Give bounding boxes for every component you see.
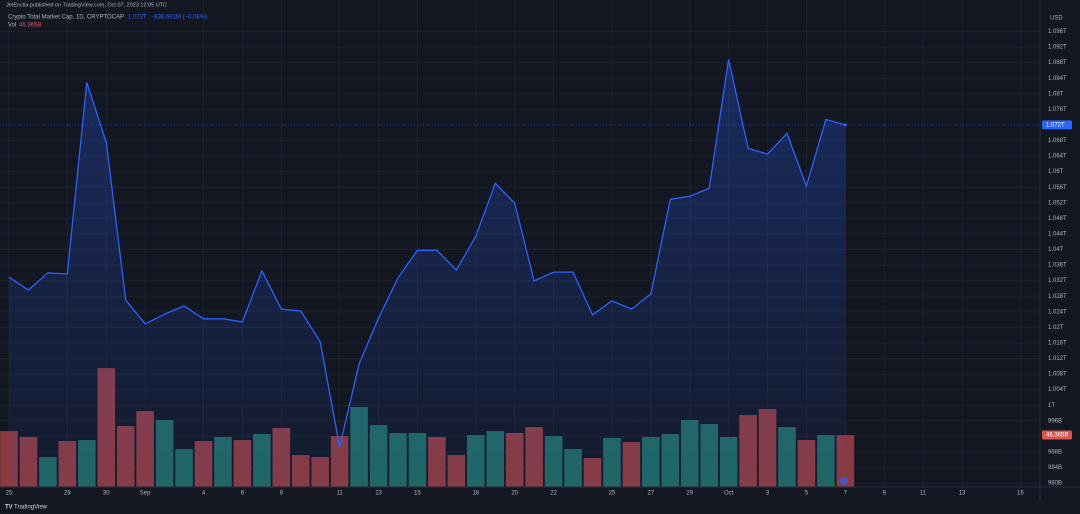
y-tick-label: 1.068T bbox=[1048, 138, 1067, 144]
volume-tag-label: 46.365B bbox=[1046, 433, 1068, 439]
legend-change: −838.681M (−0.08%) bbox=[151, 15, 207, 21]
y-tick-label: 1.032T bbox=[1048, 278, 1067, 284]
x-tick-label: 3 bbox=[766, 491, 770, 497]
price-line bbox=[8, 59, 846, 448]
logo-mark: TV bbox=[5, 505, 13, 511]
axis-layer: 1.096T 1.092T 1.088T 1.084T 1.08T 1.076T 1.068… bbox=[6, 29, 1072, 497]
price-area bbox=[9, 59, 846, 487]
y-tick-label: 984B bbox=[1048, 465, 1062, 471]
last-price-label: 1.072T bbox=[1046, 122, 1065, 128]
y-tick-label: 1.084T bbox=[1048, 76, 1067, 82]
y-tick-label: 1T bbox=[1048, 403, 1055, 409]
y-tick-label: 1.06T bbox=[1048, 169, 1064, 175]
currency: USD bbox=[1050, 16, 1063, 22]
x-tick-label: 7 bbox=[844, 491, 848, 497]
y-tick-label: 1.04T bbox=[1048, 247, 1064, 253]
x-tick-label: 11 bbox=[337, 491, 344, 497]
x-tick-label: 22 bbox=[550, 491, 557, 497]
y-tick-label: 1.012T bbox=[1048, 356, 1067, 362]
x-tick-label: 20 bbox=[511, 491, 518, 497]
y-tick-label: 1.096T bbox=[1048, 29, 1067, 35]
last-price-dot bbox=[843, 123, 847, 127]
x-tick-label: 29 bbox=[686, 491, 693, 497]
y-tick-label: 988B bbox=[1048, 450, 1062, 456]
legend-price: 1.072T bbox=[128, 15, 147, 21]
x-tick-label: 6 bbox=[241, 491, 245, 497]
x-tick-label: Sep bbox=[140, 491, 151, 497]
y-tick-label: 1.028T bbox=[1048, 294, 1067, 300]
last-price-tag bbox=[1042, 120, 1072, 130]
x-tick-label: 11 bbox=[920, 491, 927, 497]
x-tick-label: 30 bbox=[103, 491, 110, 497]
x-tick-label: 4 bbox=[202, 491, 206, 497]
y-tick-label: 1.064T bbox=[1048, 154, 1067, 160]
y-tick-label: 1.092T bbox=[1048, 45, 1067, 51]
y-tick-label: 1.016T bbox=[1048, 341, 1067, 347]
x-tick-label: 13 bbox=[375, 491, 382, 497]
footer-brand: TradingView bbox=[14, 505, 48, 511]
x-tick-label: 15 bbox=[414, 491, 421, 497]
x-tick-label: 25 bbox=[6, 491, 13, 497]
legend-name: Crypto Total Market Cap, 1D, CRYPTOCAP bbox=[8, 15, 124, 21]
x-tick-label: 9 bbox=[883, 491, 887, 497]
x-tick-label: Oct bbox=[724, 491, 734, 497]
y-tick-label: 1.052T bbox=[1048, 200, 1067, 206]
y-tick-label: 1.048T bbox=[1048, 216, 1067, 222]
legend-volume-value: 46.365B bbox=[19, 23, 41, 29]
price-layer bbox=[0, 59, 1040, 487]
y-tick-label: 1.056T bbox=[1048, 185, 1067, 191]
volume-tag bbox=[1042, 430, 1072, 440]
y-tick-label: 1.076T bbox=[1048, 107, 1067, 113]
y-tick-label: 1.08T bbox=[1048, 91, 1064, 97]
y-tick-label: 1.036T bbox=[1048, 263, 1067, 269]
x-tick-label: 18 bbox=[472, 491, 479, 497]
y-tick-label: 1.088T bbox=[1048, 60, 1067, 66]
event-icon[interactable] bbox=[840, 477, 848, 485]
x-tick-label: 8 bbox=[280, 491, 284, 497]
x-tick-label: 27 bbox=[648, 491, 655, 497]
x-tick-label: 5 bbox=[805, 491, 809, 497]
publisher: JetEnclia published on TradingView.com, … bbox=[6, 2, 167, 8]
legend-volume-name: Vol bbox=[8, 23, 16, 29]
x-tick-label: 13 bbox=[959, 491, 966, 497]
y-tick-label: 1.004T bbox=[1048, 387, 1067, 393]
y-tick-label: 1.008T bbox=[1048, 372, 1067, 378]
y-tick-label: 1.02T bbox=[1048, 325, 1064, 331]
y-tick-label: 1.024T bbox=[1048, 309, 1067, 315]
y-tick-label: 996B bbox=[1048, 418, 1062, 424]
y-tick-label: 980B bbox=[1048, 481, 1062, 487]
x-tick-label: 25 bbox=[609, 491, 616, 497]
x-tick-label: 28 bbox=[64, 491, 71, 497]
x-tick-label: 16 bbox=[1017, 491, 1024, 497]
y-tick-label: 1.044T bbox=[1048, 232, 1067, 238]
